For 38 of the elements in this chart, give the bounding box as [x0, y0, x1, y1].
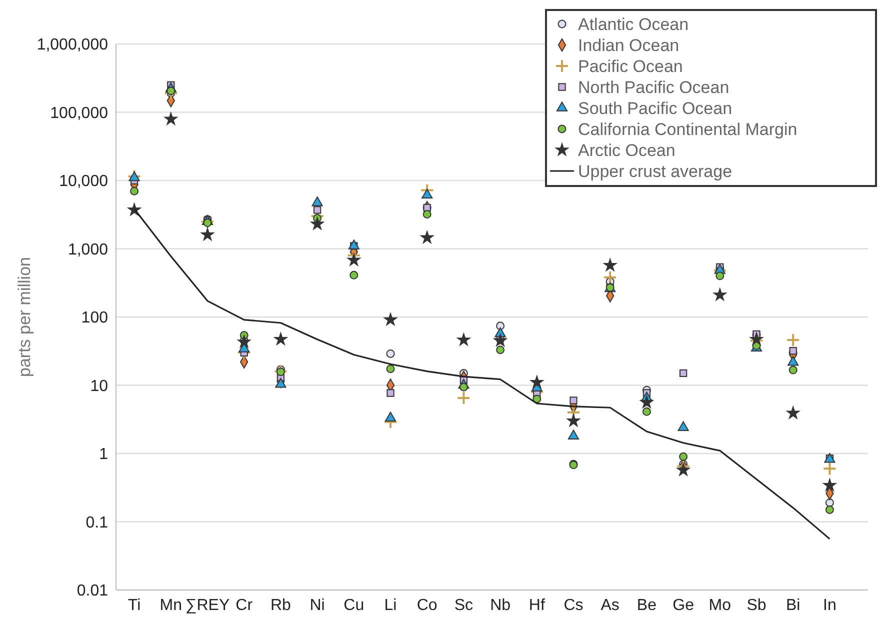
legend-label: Pacific Ocean [578, 56, 683, 76]
x-tick-label: Co [416, 597, 438, 614]
x-tick-label: Cu [344, 597, 364, 614]
y-tick-label: 100 [81, 310, 108, 327]
x-tick-label: Rb [270, 597, 292, 614]
legend-label: Indian Ocean [578, 36, 680, 55]
legend-label: Atlantic Ocean [578, 14, 689, 34]
x-tick-label: Sb [746, 597, 766, 614]
x-tick-label: Ti [128, 597, 141, 614]
x-tick-label: Nb [490, 597, 511, 614]
x-tick-label: Cr [236, 597, 254, 614]
legend-label: Upper crust average [578, 162, 732, 181]
y-tick-label: 1,000,000 [36, 36, 108, 54]
x-tick-label: Mo [708, 597, 732, 614]
legend-label: Arctic Ocean [578, 140, 676, 160]
x-tick-label: Sc [454, 597, 474, 614]
y-tick-label: 1,000 [68, 241, 108, 258]
x-tick-label: Ni [310, 597, 325, 614]
y-tick-label: 0.01 [76, 582, 108, 600]
y-tick-label: 0.1 [86, 514, 108, 532]
y-axis-title: parts per million [15, 257, 34, 377]
legend-label: South Pacific Ocean [578, 98, 732, 118]
y-tick-label: 1 [99, 446, 108, 464]
y-tick-label: 10,000 [59, 173, 108, 190]
x-tick-label: In [823, 597, 836, 614]
x-tick-label: Li [384, 597, 397, 614]
y-tick-label: 100,000 [50, 104, 108, 122]
x-tick-label: ∑REY [185, 597, 230, 614]
y-tick-label: 10 [90, 378, 108, 395]
legend-label: North Pacific Ocean [578, 78, 730, 97]
x-tick-label: Cs [564, 597, 584, 614]
x-tick-label: Mn [160, 597, 182, 614]
x-tick-label: Hf [528, 597, 546, 614]
x-tick-label: Be [636, 597, 657, 614]
legend-label: California Continental Margin [578, 120, 798, 139]
x-tick-label: Bi [786, 597, 800, 614]
x-tick-label: Ge [672, 597, 694, 614]
x-tick-label: As [600, 597, 620, 614]
